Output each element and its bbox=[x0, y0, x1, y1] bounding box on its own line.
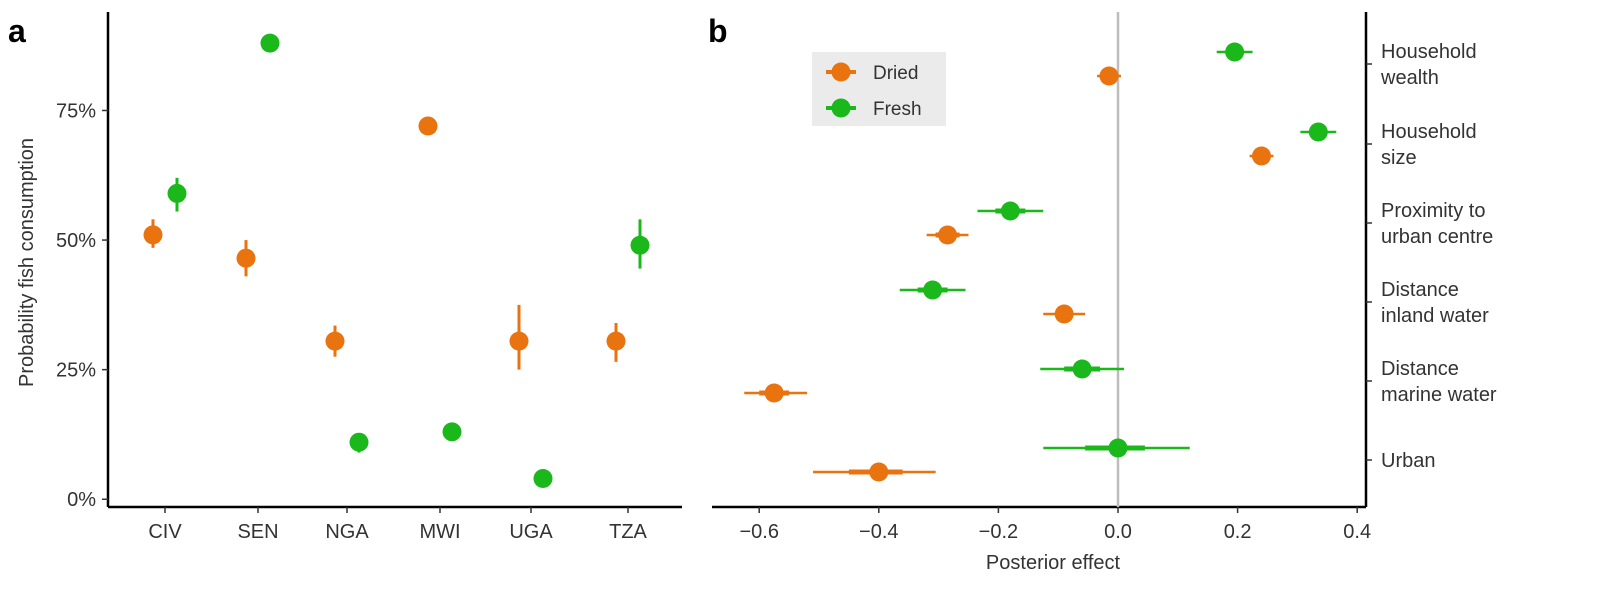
panel-a-point-dried bbox=[418, 116, 438, 136]
panel-b-category-label: Distance bbox=[1381, 279, 1459, 301]
panel-b-point-fresh bbox=[1108, 438, 1128, 458]
panel-b-point-fresh bbox=[1000, 201, 1020, 221]
panel-b-point-fresh bbox=[923, 280, 943, 300]
panel-b-category-label: wealth bbox=[1380, 67, 1439, 89]
panel-a-x-tick-label: CIV bbox=[148, 521, 182, 543]
panel-b-category-label: urban centre bbox=[1381, 226, 1493, 248]
panel-b-point-dried bbox=[1252, 146, 1272, 166]
panel-a-point-dried bbox=[325, 331, 345, 351]
panel-a-y-tick-label: 0% bbox=[67, 489, 96, 511]
panel-a-point-fresh bbox=[349, 432, 369, 452]
panel-a-y-tick-label: 75% bbox=[56, 100, 96, 122]
panel-a-label: a bbox=[8, 13, 26, 49]
panel-a-point-fresh bbox=[442, 422, 462, 442]
panel-b-x-tick-label: 0.0 bbox=[1104, 521, 1132, 543]
panel-b-point-dried bbox=[869, 462, 889, 482]
panel-b-x-tick-label: −0.4 bbox=[859, 521, 898, 543]
panel-b-point-fresh bbox=[1308, 122, 1328, 142]
panel-b-legend: Dried Fresh bbox=[812, 52, 946, 126]
panel-b-category-label: size bbox=[1381, 147, 1417, 169]
panel-b-category-label: inland water bbox=[1381, 305, 1489, 327]
panel-b-label: b bbox=[708, 13, 728, 49]
panel-b-category-label: Household bbox=[1381, 41, 1477, 63]
legend-key-point-dried bbox=[831, 62, 851, 82]
panel-a-x-tick-label: UGA bbox=[509, 521, 553, 543]
panel-b-point-fresh bbox=[1072, 359, 1092, 379]
panel-b: b −0.6 −0.4 −0.2 0.0 0.2 0.4 Posterior effect Ho… bbox=[708, 12, 1497, 574]
panel-b-x-tick-label: 0.2 bbox=[1224, 521, 1252, 543]
panel-a-x-tick-label: NGA bbox=[325, 521, 369, 543]
legend-key-point-fresh bbox=[831, 98, 851, 118]
panel-b-x-tick-label: −0.6 bbox=[739, 521, 778, 543]
panel-b-point-dried bbox=[938, 225, 958, 245]
panel-b-x-tick-label: −0.2 bbox=[979, 521, 1018, 543]
panel-a-point-fresh bbox=[533, 468, 553, 488]
panel-b-point-dried bbox=[1099, 66, 1119, 86]
panel-a-y-axis-title: Probability fish consumption bbox=[16, 138, 38, 387]
legend-label-dried: Dried bbox=[873, 63, 918, 84]
panel-b-x-axis-title: Posterior effect bbox=[986, 552, 1121, 574]
panel-b-category-label: Distance bbox=[1381, 358, 1459, 380]
panel-a-point-fresh bbox=[630, 235, 650, 255]
panel-b-category-label: Proximity to bbox=[1381, 200, 1485, 222]
panel-b-point-dried bbox=[764, 383, 784, 403]
panel-a-point-dried bbox=[509, 331, 529, 351]
panel-a-x-tick-label: MWI bbox=[419, 521, 460, 543]
panel-b-x-tick-label: 0.4 bbox=[1343, 521, 1371, 543]
panel-a-point-dried bbox=[143, 225, 163, 245]
panel-b-category-label: Household bbox=[1381, 121, 1477, 143]
panel-b-category-label: Urban bbox=[1381, 450, 1435, 472]
panel-b-point-fresh bbox=[1225, 42, 1245, 62]
panel-a: a 0% 25% 50% 75% CIV SEN NGA MWI UGA TZA Probabilit… bbox=[8, 12, 682, 543]
panel-a-point-fresh bbox=[167, 183, 187, 203]
panel-a-y-tick-label: 50% bbox=[56, 230, 96, 252]
legend-label-fresh: Fresh bbox=[873, 99, 922, 120]
panel-a-point-fresh bbox=[260, 33, 280, 53]
panel-a-point-dried bbox=[606, 331, 626, 351]
panel-b-point-dried bbox=[1054, 304, 1074, 324]
panel-a-x-tick-label: TZA bbox=[609, 521, 647, 543]
panel-b-category-label: marine water bbox=[1381, 384, 1497, 406]
panel-a-y-tick-label: 25% bbox=[56, 360, 96, 382]
panel-a-point-dried bbox=[236, 248, 256, 268]
panel-a-x-tick-label: SEN bbox=[237, 521, 278, 543]
